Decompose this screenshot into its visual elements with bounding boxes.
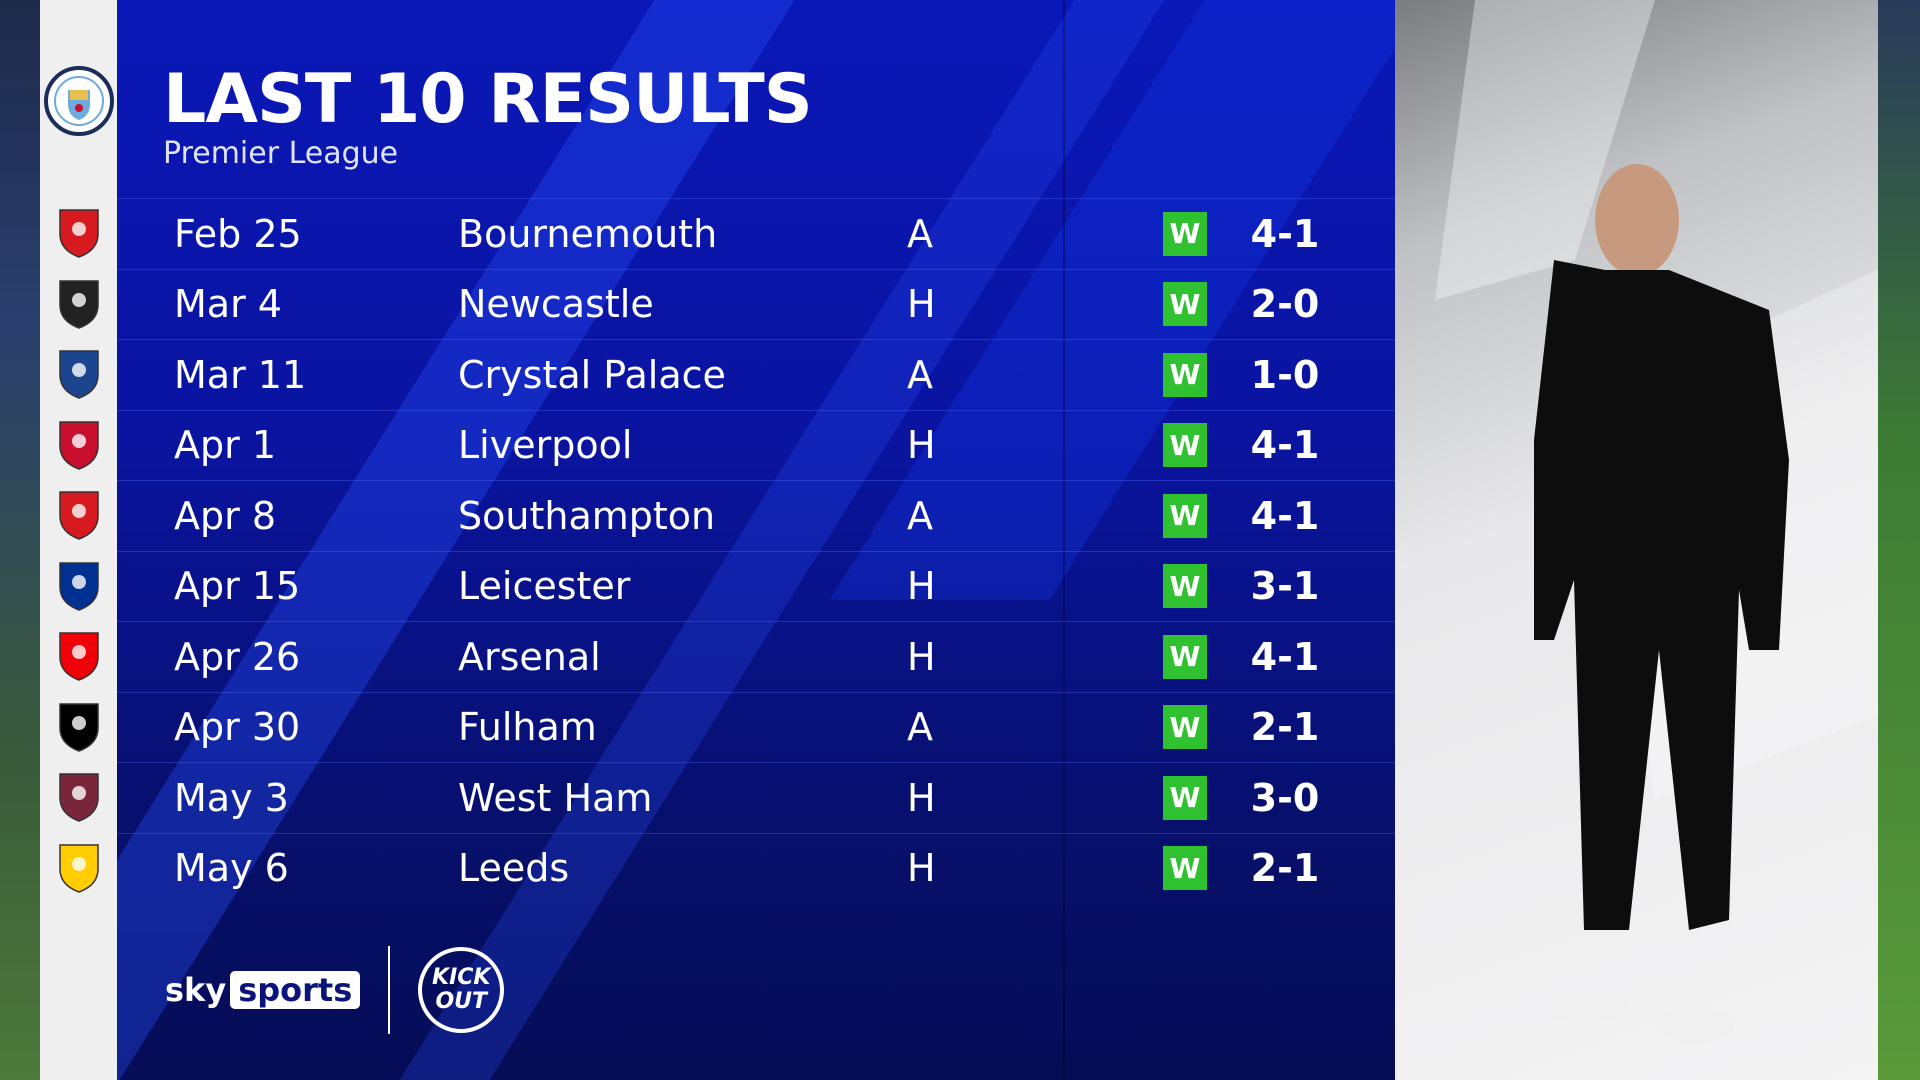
stadium-background-right xyxy=(1878,0,1920,1080)
result-row: Apr 15 Leicester H W 3-1 xyxy=(117,550,1395,621)
result-row: Mar 11 Crystal Palace A W 1-0 xyxy=(117,339,1395,409)
logo-divider xyxy=(388,946,391,1034)
crest-column xyxy=(40,0,117,1080)
match-date: Feb 25 xyxy=(174,211,302,256)
crystal-palace-crest-icon xyxy=(53,346,105,402)
result-row: May 6 Leeds H W 2-1 xyxy=(117,832,1395,903)
score: 4-1 xyxy=(1250,211,1320,256)
result-badge: W xyxy=(1163,775,1207,820)
score: 2-1 xyxy=(1250,705,1320,749)
match-date: Apr 1 xyxy=(174,423,276,467)
match-date: Apr 15 xyxy=(174,564,301,608)
result-badge: W xyxy=(1163,846,1207,890)
score: 2-1 xyxy=(1250,846,1320,890)
match-date: Apr 26 xyxy=(174,634,301,679)
bournemouth-crest-icon xyxy=(53,205,105,261)
manager-photo xyxy=(1395,0,1920,1080)
match-date: May 6 xyxy=(174,846,289,890)
opponent-name: Arsenal xyxy=(458,634,601,679)
result-badge: W xyxy=(1163,282,1207,326)
opponent-name: Bournemouth xyxy=(458,211,718,256)
score: 4-1 xyxy=(1250,493,1320,538)
result-badge: W xyxy=(1163,493,1207,538)
result-badge: W xyxy=(1163,211,1207,256)
venue: H xyxy=(907,775,936,820)
opponent-name: Southampton xyxy=(458,493,716,538)
result-badge: W xyxy=(1163,705,1207,749)
newcastle-crest-icon xyxy=(53,276,105,332)
column-divider xyxy=(1063,0,1065,1080)
venue: H xyxy=(907,282,936,326)
result-row: Mar 4 Newcastle H W 2-0 xyxy=(117,268,1395,339)
venue: H xyxy=(907,564,936,608)
score: 2-0 xyxy=(1250,282,1320,326)
opponent-name: Leicester xyxy=(458,564,631,608)
match-date: Apr 30 xyxy=(174,705,301,749)
page-title: LAST 10 RESULTS xyxy=(163,60,813,139)
competition-subtitle: Premier League xyxy=(163,136,399,171)
sky-sports-logo: sky sports xyxy=(165,971,361,1009)
opponent-name: Liverpool xyxy=(458,423,633,467)
leicester-crest-icon xyxy=(53,558,105,614)
opponent-name: Newcastle xyxy=(458,282,654,326)
match-date: Mar 11 xyxy=(174,352,307,397)
fulham-crest-icon xyxy=(53,699,105,755)
venue: A xyxy=(907,211,933,256)
result-row: Apr 1 Liverpool H W 4-1 xyxy=(117,409,1395,480)
kick-it-out-logo: KICK OUT xyxy=(418,947,505,1033)
arsenal-crest-icon xyxy=(53,628,105,684)
score: 1-0 xyxy=(1250,352,1320,397)
match-date: Apr 8 xyxy=(174,493,276,538)
sports-text: sports xyxy=(230,971,361,1009)
result-badge: W xyxy=(1163,564,1207,608)
result-badge: W xyxy=(1163,423,1207,467)
result-badge: W xyxy=(1163,352,1207,397)
result-badge: W xyxy=(1163,634,1207,679)
venue: A xyxy=(907,705,933,749)
sky-text: sky xyxy=(165,971,227,1009)
west-ham-crest-icon xyxy=(53,769,105,825)
opponent-name: Fulham xyxy=(458,705,597,749)
manager-silhouette xyxy=(1435,0,1920,1043)
opponent-name: West Ham xyxy=(458,775,653,820)
kick-text: KICK xyxy=(432,965,491,990)
manchester-city-crest-icon xyxy=(43,66,114,136)
out-text: OUT xyxy=(435,989,488,1014)
liverpool-crest-icon xyxy=(53,417,105,473)
result-row: Feb 25 Bournemouth A W 4-1 xyxy=(117,198,1395,268)
match-date: May 3 xyxy=(174,775,289,820)
southampton-crest-icon xyxy=(53,487,105,543)
venue: A xyxy=(907,493,933,538)
result-row: May 3 West Ham H W 3-0 xyxy=(117,762,1395,832)
stadium-background-left xyxy=(0,0,40,1080)
result-row: Apr 26 Arsenal H W 4-1 xyxy=(117,621,1395,691)
score: 4-1 xyxy=(1250,634,1320,679)
venue: H xyxy=(907,423,936,467)
leeds-crest-icon xyxy=(53,840,105,896)
opponent-name: Leeds xyxy=(458,846,570,890)
score: 3-1 xyxy=(1250,564,1320,608)
venue: A xyxy=(907,352,933,397)
opponent-name: Crystal Palace xyxy=(458,352,726,397)
venue: H xyxy=(907,634,936,679)
score: 4-1 xyxy=(1250,423,1320,467)
result-row: Apr 30 Fulham A W 2-1 xyxy=(117,691,1395,762)
branding: sky sports KICK OUT xyxy=(165,945,505,1035)
match-date: Mar 4 xyxy=(174,282,282,326)
results-panel: LAST 10 RESULTS Premier League Feb 25 Bo… xyxy=(117,0,1395,1080)
venue: H xyxy=(907,846,936,890)
score: 3-0 xyxy=(1250,775,1320,820)
result-row: Apr 8 Southampton A W 4-1 xyxy=(117,480,1395,550)
